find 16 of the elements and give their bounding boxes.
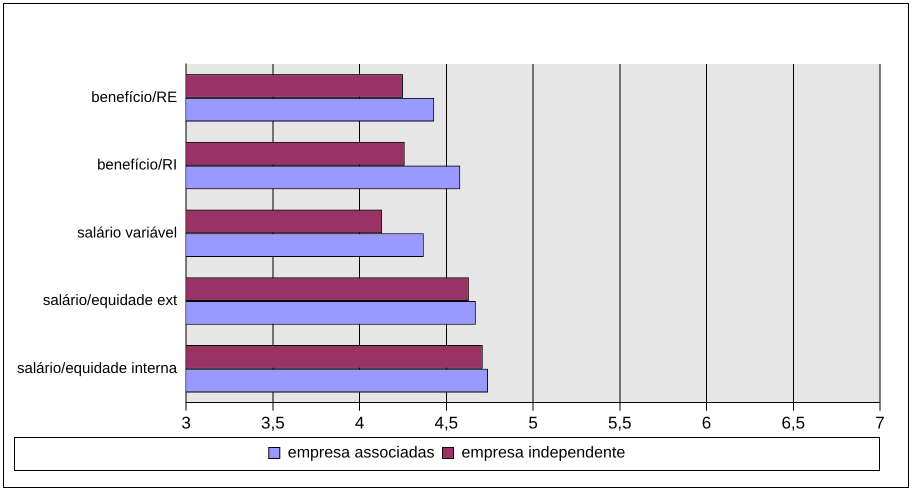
x-tick-label: 5	[528, 413, 538, 432]
legend-label: empresa associadas	[288, 444, 435, 462]
x-tick-label: 6	[702, 413, 712, 432]
x-tick-label: 3,5	[261, 413, 285, 432]
y-tick-label: benefício/RE	[91, 89, 178, 106]
x-tick-label: 4,5	[434, 413, 458, 432]
legend-label: empresa independente	[462, 444, 626, 462]
y-tick-label: salário/equidade ext	[42, 292, 178, 310]
x-tick-label: 7	[875, 413, 885, 432]
x-tick-label: 5,5	[608, 413, 632, 432]
x-tick-label: 4	[354, 413, 364, 432]
y-tick-label: salário variável	[77, 224, 178, 242]
y-tick-label: salário/equidade interna	[16, 360, 178, 377]
x-tick-label: 3	[181, 413, 191, 432]
x-tick-label: 6,5	[781, 413, 806, 432]
y-tick-label: benefício/RI	[97, 156, 178, 174]
